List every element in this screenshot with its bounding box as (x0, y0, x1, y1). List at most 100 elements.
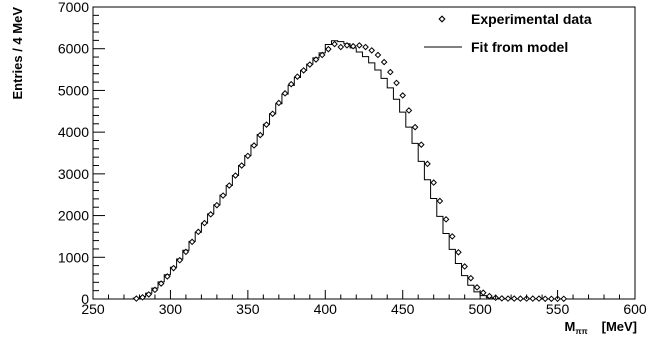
data-point (380, 58, 388, 66)
y-axis-title: Entries / 4 MeV (10, 7, 25, 100)
series-experimental-data (133, 40, 568, 303)
data-point (387, 68, 394, 76)
x-tick-label: 550 (546, 301, 570, 317)
x-axis-title-main: M (565, 319, 576, 334)
data-point (448, 233, 456, 240)
legend: Experimental data Fit from model (424, 11, 592, 55)
data-point (213, 201, 221, 209)
data-point (467, 274, 475, 282)
y-tick-label: 5000 (58, 82, 89, 98)
data-point (560, 295, 568, 303)
x-tick-label: 600 (623, 301, 647, 317)
data-point (548, 295, 555, 303)
data-point (139, 294, 146, 301)
data-point (529, 295, 537, 302)
x-axis-title-subscript: ππ (575, 327, 587, 336)
data-point (442, 216, 450, 223)
data-point (411, 123, 419, 131)
data-point (318, 51, 326, 59)
data-point (473, 284, 481, 291)
data-point (312, 56, 320, 63)
data-point (201, 219, 208, 227)
data-point (294, 73, 301, 80)
data-point (275, 99, 283, 107)
data-point (461, 263, 468, 270)
y-tick-label: 3000 (58, 166, 89, 182)
data-point (535, 295, 543, 302)
data-point (232, 172, 239, 179)
x-tick-label: 400 (314, 301, 338, 317)
y-tick-label: 6000 (58, 41, 89, 57)
data-point (368, 47, 376, 54)
x-tick-label: 300 (159, 301, 183, 317)
data-point (188, 238, 196, 246)
data-point (430, 179, 437, 186)
data-point (256, 131, 264, 139)
data-point (517, 295, 524, 302)
data-point (510, 295, 518, 302)
data-point (504, 295, 512, 302)
data-point (424, 160, 431, 168)
data-point (157, 280, 165, 287)
data-point (151, 286, 159, 294)
data-point (337, 43, 345, 51)
data-point (362, 43, 369, 51)
axes-layer: 250 300 350 400 450 500 550 6000100020003000400… (58, 0, 647, 317)
data-point (356, 42, 363, 49)
data-point (486, 292, 493, 300)
data-point (170, 264, 177, 272)
data-point (225, 182, 233, 189)
data-point (250, 142, 258, 149)
y-tick-label: 1000 (58, 249, 89, 265)
data-point (349, 42, 357, 50)
legend-item-fit-from-model: Fit from model (424, 39, 568, 55)
data-point (393, 79, 400, 87)
y-tick-label: 0 (81, 291, 89, 307)
data-point (306, 61, 314, 68)
legend-marker-diamond (438, 15, 446, 23)
data-point (263, 121, 270, 128)
data-point (374, 51, 382, 59)
x-axis-title-unit: [MeV] (602, 319, 637, 334)
series-fit-from-model (132, 40, 530, 300)
data-point (287, 80, 295, 88)
data-point (145, 291, 153, 298)
x-tick-label: 250 (81, 301, 105, 317)
legend-label-experimental-data: Experimental data (471, 11, 592, 27)
data-point (325, 45, 332, 53)
data-point (405, 107, 413, 114)
data-point (498, 295, 506, 302)
data-point (436, 197, 444, 205)
series-layer (132, 40, 568, 303)
x-tick-label: 350 (236, 301, 260, 317)
x-tick-label: 450 (391, 301, 415, 317)
data-point (164, 273, 171, 280)
data-point (133, 295, 140, 302)
data-point (331, 40, 338, 48)
plot-frame (92, 6, 636, 300)
data-point (300, 67, 307, 74)
data-point (417, 141, 425, 148)
data-point (219, 192, 227, 199)
data-point (194, 228, 202, 236)
data-point (281, 90, 289, 97)
legend-item-experimental-data: Experimental data (438, 11, 592, 27)
data-point (343, 42, 351, 49)
x-axis-title: Mππ [MeV] (565, 319, 637, 336)
y-tick-label: 2000 (58, 208, 89, 224)
legend-label-fit-from-model: Fit from model (471, 39, 568, 55)
y-tick-label: 7000 (58, 0, 89, 15)
data-point (541, 295, 549, 303)
data-point (479, 289, 487, 297)
data-point (176, 256, 184, 264)
data-point (238, 162, 245, 169)
data-point (269, 110, 276, 118)
data-point (399, 92, 407, 99)
data-point (207, 211, 214, 218)
data-point (244, 152, 252, 160)
data-point (455, 248, 462, 256)
x-tick-label: 500 (468, 301, 492, 317)
data-point (182, 248, 190, 256)
y-tick-label: 4000 (58, 124, 89, 140)
